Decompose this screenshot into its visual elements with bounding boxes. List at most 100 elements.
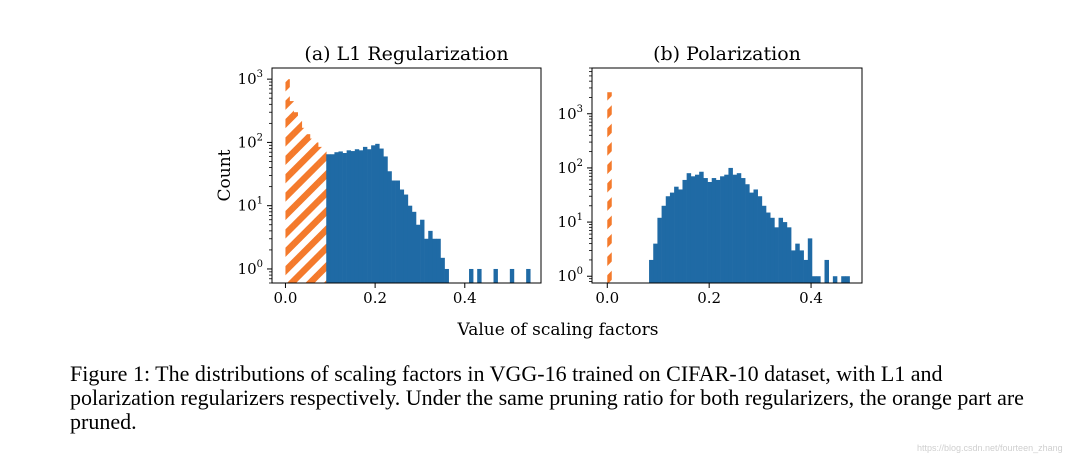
y-tick-label: 101 (238, 196, 263, 215)
kept-bar (690, 176, 696, 283)
kept-bar (699, 171, 704, 283)
watermark: https://blog.csdn.net/fourteen_zhang (917, 443, 1063, 453)
panel-b-bars (607, 92, 850, 283)
kept-bar (661, 205, 667, 283)
kept-bar (326, 154, 331, 283)
panel-a-ticks: 0.0 0.2 0.4 100 101 102 103 (238, 69, 477, 307)
pruned-bar (285, 79, 290, 283)
kept-bar (509, 268, 515, 283)
panel-b-frame (591, 67, 863, 284)
panel-a-title: (a) L1 Regularization (304, 43, 508, 65)
kept-bar (803, 259, 809, 283)
kept-bar (707, 181, 713, 283)
kept-bar (757, 196, 763, 283)
kept-bar (469, 268, 474, 283)
y-tick-label: 100 (238, 259, 263, 278)
kept-bar (399, 189, 405, 283)
figure-caption: Figure 1: The distributions of scaling f… (70, 361, 1024, 434)
kept-bar (753, 189, 758, 283)
kept-bar (749, 192, 754, 283)
kept-bar (420, 219, 425, 283)
y-tick-label: 102 (558, 158, 583, 177)
kept-bar (440, 257, 445, 283)
kept-bar (795, 243, 800, 283)
pruned-bar (305, 134, 311, 283)
y-tick-label: 103 (238, 69, 263, 88)
kept-bar (387, 171, 392, 283)
pruned-bar (309, 138, 315, 283)
kept-bar (786, 227, 792, 283)
x-tick-label: 0.4 (799, 289, 823, 307)
pruned-bar (289, 101, 294, 283)
pruned-bar (297, 120, 303, 283)
pruned-bar (301, 127, 307, 283)
kept-bar (811, 276, 817, 283)
kept-bar (782, 222, 788, 283)
kept-bar (678, 189, 683, 283)
kept-bar (350, 151, 356, 283)
kept-bar (424, 238, 429, 283)
kept-bar (375, 143, 380, 283)
kept-bar (371, 145, 376, 283)
kept-bar (791, 250, 796, 283)
kept-bar (403, 194, 409, 283)
kept-bar (428, 230, 433, 283)
panel-a-frame (271, 67, 542, 284)
kept-bar (745, 184, 750, 283)
kept-bar (761, 205, 767, 283)
kept-bar (736, 173, 742, 283)
kept-bar (395, 180, 400, 283)
kept-bar (686, 173, 692, 283)
y-tick-label: 102 (238, 132, 263, 151)
kept-bar (665, 196, 671, 283)
x-tick-label: 0.2 (363, 289, 387, 307)
kept-bar (338, 151, 343, 283)
kept-bar (432, 238, 437, 283)
kept-bar (411, 211, 417, 283)
kept-bar (703, 178, 708, 283)
kept-bar (728, 167, 733, 283)
panel-polarization: (b) Polarization 0.0 0.2 0.4 100 101 102 103 (558, 43, 863, 307)
kept-bar (354, 149, 360, 283)
kept-bar (711, 178, 717, 283)
kept-bar (436, 238, 441, 283)
kept-bar (770, 217, 775, 283)
pruned-bar (607, 92, 612, 283)
kept-bar (407, 205, 413, 283)
panel-b-title: (b) Polarization (653, 43, 801, 65)
x-tick-label: 0.0 (595, 289, 619, 307)
panel-b-ticks: 0.0 0.2 0.4 100 101 102 103 (558, 67, 823, 307)
kept-bar (526, 268, 531, 283)
y-tick-label: 100 (558, 266, 583, 285)
kept-bar (444, 268, 449, 283)
kept-bar (367, 149, 372, 283)
kept-bar (383, 156, 388, 283)
kept-bar (720, 176, 725, 283)
kept-bar (342, 153, 347, 283)
kept-bar (724, 174, 729, 283)
kept-bar (477, 268, 482, 283)
kept-bar (778, 217, 784, 283)
kept-bar (649, 259, 654, 283)
kept-bar (841, 276, 846, 283)
kept-bar (358, 150, 364, 283)
x-tick-label: 0.4 (453, 289, 477, 307)
panel-a-bars (285, 79, 531, 283)
panel-a-ylabel: Count (215, 149, 235, 201)
pruned-bar (318, 146, 323, 283)
pruned-bar (293, 112, 298, 283)
pruned-bar (314, 142, 319, 283)
kept-bar (715, 179, 721, 283)
kept-bar (674, 186, 679, 283)
kept-bar (766, 212, 771, 283)
x-tick-label: 0.0 (274, 289, 298, 307)
kept-bar (330, 154, 335, 283)
kept-bar (346, 150, 352, 283)
kept-bar (845, 276, 850, 283)
pruned-bar (322, 150, 327, 283)
y-tick-label: 103 (558, 104, 583, 123)
kept-bar (799, 250, 804, 283)
kept-bar (493, 268, 498, 283)
kept-bar (682, 179, 687, 283)
